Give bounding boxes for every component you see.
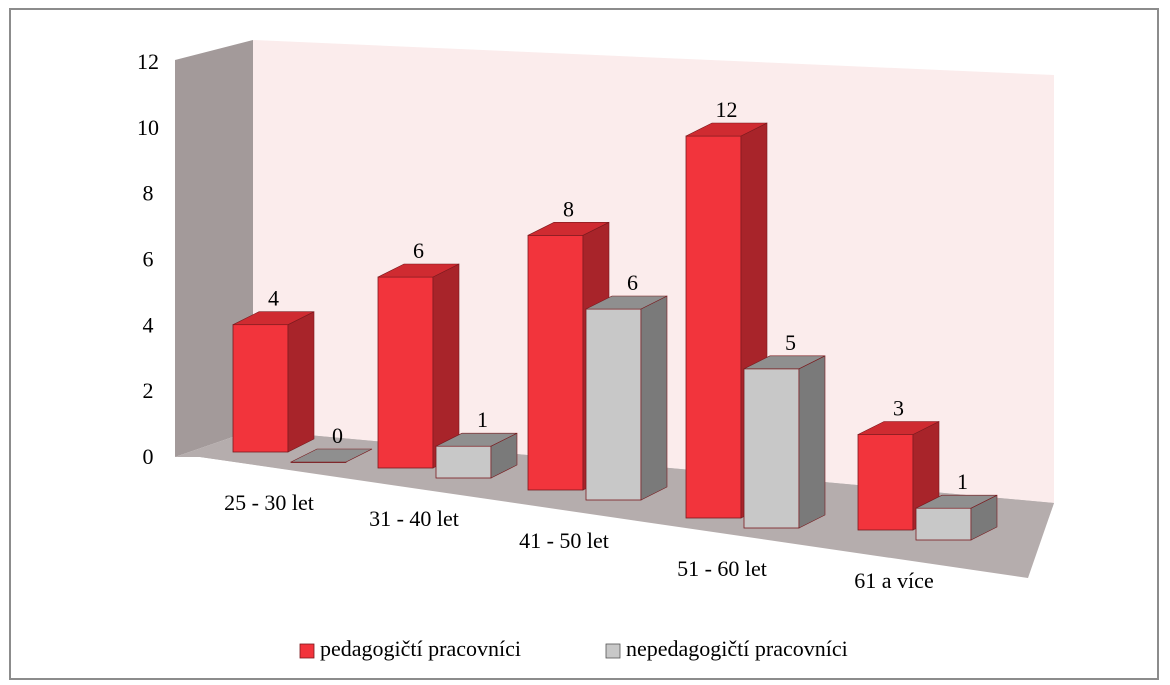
y-tick-label: 6 <box>143 247 154 272</box>
bar-pedagogicti-top <box>685 122 768 137</box>
legend-label-nepedagogicti: nepedagogičtí pracovníci <box>626 636 848 661</box>
bar-pedagogicti-side <box>287 311 315 453</box>
bar-pedagogicti-top <box>232 311 315 326</box>
data-label-nepedagogicti: 1 <box>957 469 968 494</box>
data-label-pedagogicti: 3 <box>893 396 904 421</box>
y-tick-label: 4 <box>143 312 154 337</box>
bar-nepedagogicti-side <box>798 355 826 529</box>
data-label-pedagogicti: 4 <box>268 286 279 311</box>
data-label-pedagogicti: 8 <box>563 196 574 221</box>
bar-pedagogicti-front <box>377 276 434 469</box>
bar-pedagogicti-top <box>527 222 610 236</box>
bar-nepedagogicti-top <box>435 432 518 447</box>
bar-nepedagogicti-top <box>743 355 826 370</box>
data-label-nepedagogicti: 1 <box>477 407 488 432</box>
data-label-nepedagogicti: 5 <box>785 330 796 355</box>
x-category-label: 41 - 50 let <box>519 528 609 553</box>
y-tick-label: 12 <box>137 49 159 74</box>
bar-pedagogicti-front <box>232 324 289 453</box>
data-label-nepedagogicti: 6 <box>627 270 638 295</box>
bar-nepedagogicti-front <box>915 507 972 541</box>
bar-nepedagogicti-front <box>743 368 800 529</box>
legend-label-pedagogicti: pedagogičtí pracovníci <box>320 636 521 661</box>
bar-nepedagogicti-top <box>915 494 998 509</box>
y-tick-label: 8 <box>143 181 154 206</box>
y-tick-label: 0 <box>143 444 154 469</box>
bar-nepedagogicti-side <box>640 295 668 501</box>
legend-swatch-pedagogicti <box>299 643 315 659</box>
bar-nepedagogicti-top <box>290 448 373 463</box>
x-category-label: 51 - 60 let <box>677 556 767 581</box>
data-label-pedagogicti: 6 <box>413 238 424 263</box>
data-label-pedagogicti: 12 <box>716 97 738 122</box>
bar-pedagogicti-front <box>857 434 914 531</box>
y-tick-label: 10 <box>137 115 159 140</box>
bar-pedagogicti-front <box>527 234 584 491</box>
bar-nepedagogicti-front <box>435 445 492 479</box>
x-category-label: 25 - 30 let <box>224 490 314 515</box>
data-label-nepedagogicti: 0 <box>332 423 343 448</box>
y-tick-label: 2 <box>143 378 154 403</box>
x-category-label: 61 a více <box>854 568 933 593</box>
bar-pedagogicti-top <box>857 421 940 435</box>
bar-nepedagogicti-top <box>585 295 668 310</box>
bar-pedagogicti-front <box>685 135 742 519</box>
x-category-label: 31 - 40 let <box>369 506 459 531</box>
bar-pedagogicti-top <box>377 263 460 278</box>
bar-nepedagogicti-front <box>585 308 642 501</box>
legend-swatch-nepedagogicti <box>605 643 621 659</box>
